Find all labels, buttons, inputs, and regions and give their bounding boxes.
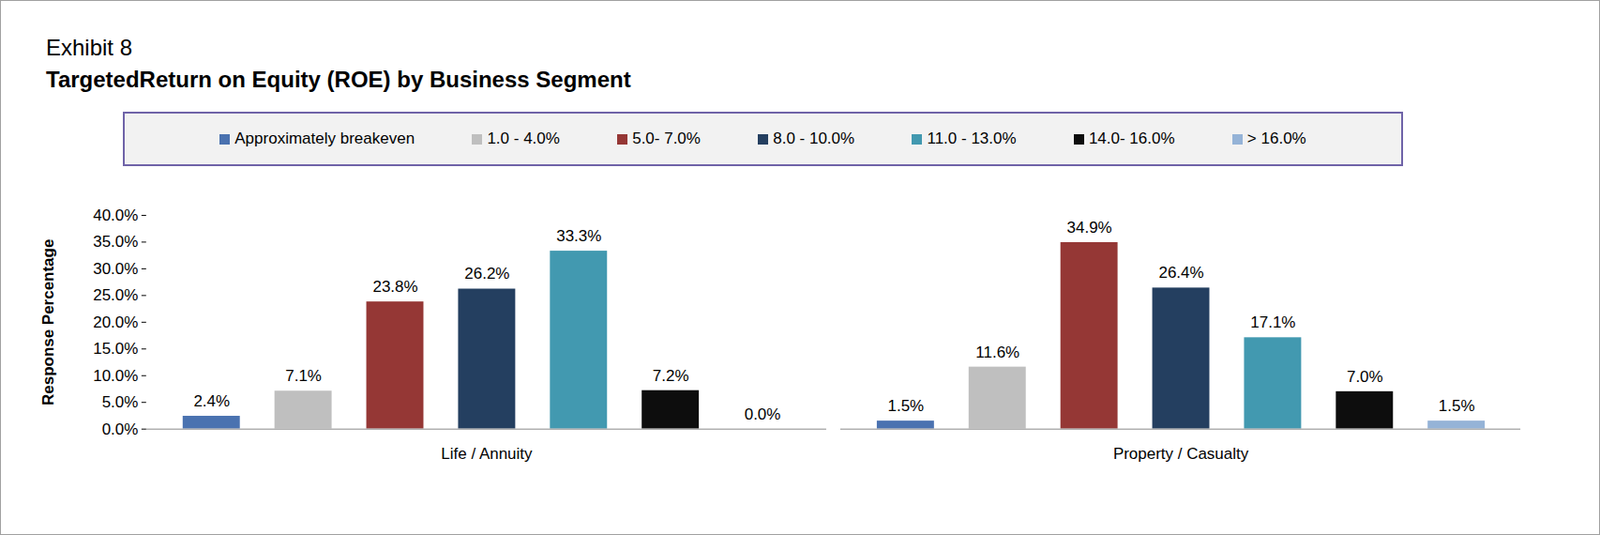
svg-text:5.0%: 5.0% [102, 392, 139, 411]
svg-text:26.4%: 26.4% [1158, 263, 1204, 282]
html-text:1.0 - 4.0%: 1.0 - 4.0% [487, 129, 560, 148]
svg-text:Life / Annuity: Life / Annuity [440, 444, 533, 463]
svg-text:10.0%: 10.0% [92, 366, 138, 385]
html-text:TargetedReturn on Equity (ROE): TargetedReturn on Equity (ROE) by Busine… [45, 66, 631, 92]
html-text:8.0 - 10.0%: 8.0 - 10.0% [772, 129, 855, 148]
svg-text:0.0%: 0.0% [744, 405, 782, 423]
html-text:5.0- 7.0%: 5.0- 7.0% [632, 129, 701, 148]
svg-text:35.0%: 35.0% [92, 232, 138, 251]
svg-text:20.0%: 20.0% [92, 313, 138, 332]
svg-text:2.4%: 2.4% [193, 392, 230, 410]
svg-text:40.0%: 40.0% [92, 206, 138, 225]
svg-text:7.1%: 7.1% [285, 366, 322, 385]
svg-text:11.6%: 11.6% [975, 343, 1020, 362]
html-text:Exhibit 8: Exhibit 8 [45, 34, 133, 61]
svg-text:25.0%: 25.0% [92, 286, 138, 304]
svg-text:17.1%: 17.1% [1250, 313, 1296, 332]
svg-text:26.2%: 26.2% [464, 264, 510, 283]
html-text:> 16.0%: > 16.0% [1247, 129, 1307, 148]
svg-text:7.2%: 7.2% [652, 366, 690, 385]
svg-text:33.3%: 33.3% [556, 226, 602, 245]
svg-text:7.0%: 7.0% [1346, 367, 1384, 386]
svg-text:Response Percentage: Response Percentage [39, 239, 58, 406]
svg-text:15.0%: 15.0% [92, 339, 138, 358]
svg-text:Property / Casualty: Property / Casualty [1113, 444, 1250, 463]
svg-text:23.8%: 23.8% [372, 277, 418, 296]
svg-text:0.0%: 0.0% [102, 420, 139, 438]
svg-text:1.5%: 1.5% [1438, 396, 1476, 415]
svg-text:30.0%: 30.0% [92, 259, 138, 278]
svg-text:34.9%: 34.9% [1067, 218, 1113, 237]
html-text:Approximately breakeven: Approximately breakeven [234, 129, 415, 148]
html-text:14.0- 16.0%: 14.0- 16.0% [1088, 129, 1175, 148]
svg-text:1.5%: 1.5% [888, 396, 925, 415]
html-text:11.0 - 13.0%: 11.0 - 13.0% [927, 129, 1017, 148]
